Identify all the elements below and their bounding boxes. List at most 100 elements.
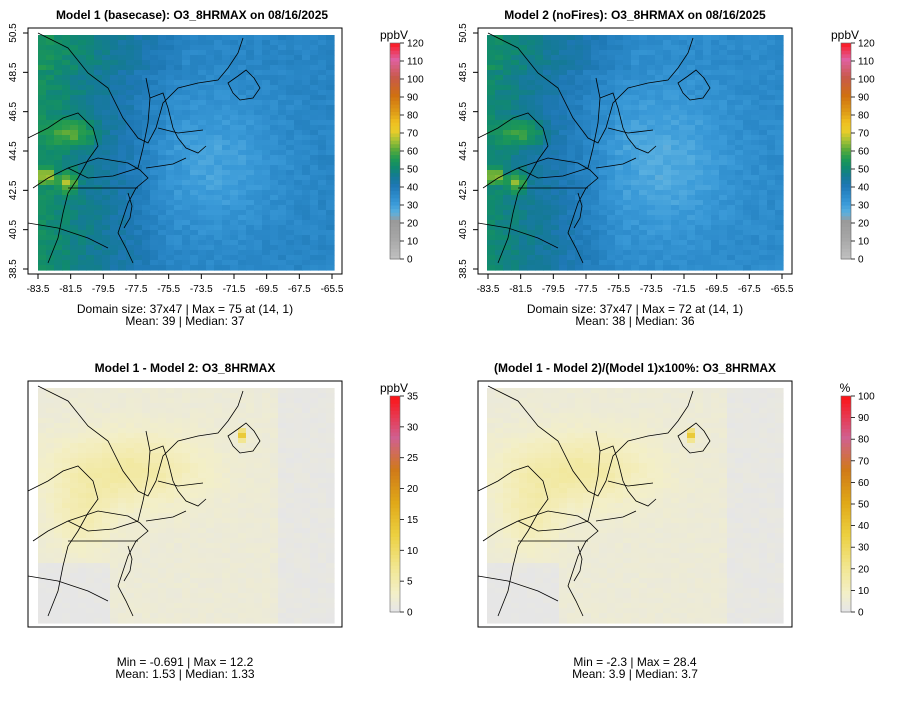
heatmap-cell	[727, 195, 736, 201]
heatmap-cell	[695, 55, 704, 61]
heatmap-cell	[559, 240, 568, 246]
heatmap-cell	[182, 130, 191, 136]
heatmap-cell	[238, 613, 247, 619]
heatmap-cell	[206, 398, 215, 404]
heatmap-cell	[270, 473, 279, 479]
heatmap-cell	[615, 105, 624, 111]
heatmap-cell	[495, 45, 504, 51]
heatmap-cell	[174, 110, 183, 116]
heatmap-cell	[278, 185, 287, 191]
heatmap-cell	[214, 413, 223, 419]
heatmap-cell	[567, 75, 576, 81]
heatmap-cell	[759, 40, 768, 46]
heatmap-cell	[222, 245, 231, 251]
heatmap-cell	[62, 250, 71, 256]
heatmap-cell	[759, 170, 768, 176]
heatmap-cell	[222, 215, 231, 221]
heatmap-cell	[503, 125, 512, 131]
heatmap-cell	[86, 95, 95, 101]
heatmap-cell	[639, 210, 648, 216]
heatmap-cell	[214, 85, 223, 91]
heatmap-cell	[94, 80, 103, 86]
heatmap-cell	[254, 200, 263, 206]
heatmap-cell	[46, 518, 55, 524]
heatmap-cell	[86, 35, 95, 41]
heatmap-cell	[110, 255, 119, 261]
heatmap-cell	[262, 433, 271, 439]
heatmap-cell	[302, 265, 311, 271]
heatmap-cell	[198, 155, 207, 161]
heatmap-cell	[511, 60, 520, 66]
heatmap-cell	[254, 80, 263, 86]
heatmap-cell	[54, 90, 63, 96]
heatmap-cell	[230, 438, 239, 444]
heatmap-cell	[222, 255, 231, 261]
heatmap-cell	[222, 433, 231, 439]
heatmap-cell	[719, 235, 728, 241]
heatmap-cell	[679, 250, 688, 256]
heatmap-cell	[38, 215, 47, 221]
heatmap-cell	[118, 190, 127, 196]
heatmap-cell	[142, 170, 151, 176]
heatmap-cell	[270, 195, 279, 201]
heatmap-cell	[262, 215, 271, 221]
heatmap-cell	[38, 45, 47, 51]
heatmap-cell	[775, 165, 784, 171]
heatmap-cell	[174, 463, 183, 469]
heatmap-cell	[743, 120, 752, 126]
heatmap-cell	[246, 70, 255, 76]
heatmap-cell	[150, 155, 159, 161]
heatmap-cell	[158, 408, 167, 414]
heatmap-cell	[711, 110, 720, 116]
heatmap-cell	[230, 513, 239, 519]
heatmap-cell	[326, 245, 335, 251]
heatmap-cell	[118, 478, 127, 484]
heatmap-cell	[262, 523, 271, 529]
heatmap-cell	[150, 413, 159, 419]
heatmap-cell	[519, 75, 528, 81]
heatmap-cell	[270, 563, 279, 569]
heatmap-cell	[302, 55, 311, 61]
heatmap-cell	[126, 588, 135, 594]
heatmap-cell	[230, 518, 239, 524]
heatmap-cell	[62, 578, 71, 584]
heatmap-cell	[655, 235, 664, 241]
heatmap-cell	[647, 205, 656, 211]
heatmap-cell	[663, 265, 672, 271]
heatmap-cell	[78, 235, 87, 241]
heatmap-cell	[166, 230, 175, 236]
heatmap-cell	[46, 55, 55, 61]
heatmap-cell	[206, 523, 215, 529]
heatmap-cell	[142, 195, 151, 201]
heatmap-cell	[270, 478, 279, 484]
heatmap-cell	[230, 418, 239, 424]
heatmap-cell	[527, 60, 536, 66]
heatmap-cell	[575, 200, 584, 206]
heatmap-cell	[78, 498, 87, 504]
heatmap-cell	[238, 513, 247, 519]
heatmap-cell	[278, 428, 287, 434]
heatmap-cell	[711, 170, 720, 176]
heatmap-cell	[639, 145, 648, 151]
heatmap-cell	[126, 613, 135, 619]
heatmap-cell	[198, 423, 207, 429]
heatmap-cell	[543, 120, 552, 126]
heatmap-cell	[78, 125, 87, 131]
heatmap-cell	[102, 140, 111, 146]
heatmap-cell	[166, 448, 175, 454]
heatmap-cell	[719, 120, 728, 126]
heatmap-cell	[519, 245, 528, 251]
heatmap-cell	[214, 70, 223, 76]
heatmap-cell	[503, 55, 512, 61]
heatmap-cell	[166, 503, 175, 509]
heatmap-cell	[174, 423, 183, 429]
heatmap-cell	[190, 160, 199, 166]
heatmap-cell	[262, 588, 271, 594]
heatmap-cell	[118, 513, 127, 519]
heatmap-cell	[318, 220, 327, 226]
heatmap-cell	[150, 488, 159, 494]
heatmap-cell	[527, 50, 536, 56]
heatmap-cell	[615, 115, 624, 121]
heatmap-cell	[310, 125, 319, 131]
